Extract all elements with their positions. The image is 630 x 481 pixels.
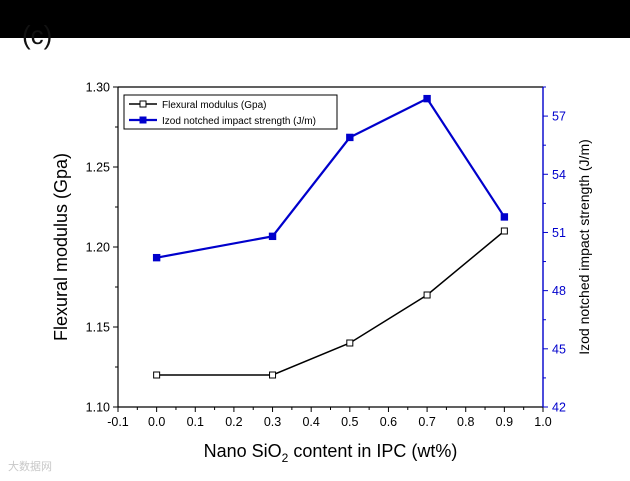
legend-marker-impact-strength — [139, 116, 147, 124]
y-right-tick-label: 48 — [552, 284, 566, 298]
x-tick-label: 0.2 — [225, 415, 242, 429]
data-point-flexural-modulus — [269, 371, 277, 379]
data-point-flexural-modulus — [423, 291, 431, 299]
data-point-flexural-modulus — [153, 371, 161, 379]
x-axis-title: Nano SiO2 content in IPC (wt%) — [204, 441, 458, 465]
data-point-impact-strength — [152, 253, 161, 262]
y-left-tick-label: 1.15 — [86, 321, 110, 335]
data-point-impact-strength — [268, 232, 277, 241]
data-point-flexural-modulus — [500, 227, 508, 235]
legend-label: Izod notched impact strength (J/m) — [162, 116, 316, 127]
series-line-flexural-modulus — [156, 230, 505, 376]
x-tick-label: 0.8 — [457, 415, 474, 429]
y-right-tick-label: 54 — [552, 168, 566, 182]
panel-label: (c) — [22, 20, 53, 50]
y-right-tick-label: 57 — [552, 110, 566, 124]
x-tick-label: 1.0 — [534, 415, 551, 429]
data-point-impact-strength — [423, 94, 431, 103]
legend-marker-flexural-modulus — [139, 100, 147, 108]
x-tick-label: 0.6 — [380, 415, 397, 429]
y-left-axis-title: Flexural modulus (Gpa) — [51, 153, 71, 341]
y-left-tick-label: 1.30 — [86, 81, 110, 95]
legend-box — [123, 94, 338, 130]
x-tick-label: 0.7 — [418, 415, 435, 429]
y-right-tick-label: 45 — [552, 342, 566, 356]
legend-label: Flexural modulus (Gpa) — [162, 100, 266, 111]
y-right-tick-label: 51 — [552, 226, 566, 240]
top-black-band — [0, 0, 630, 38]
watermark: 大数据网 — [8, 460, 52, 473]
y-right-axis-title: Izod notched impact strength (J/m) — [576, 139, 592, 355]
data-point-flexural-modulus — [346, 339, 354, 347]
y-left-tick-label: 1.10 — [86, 401, 110, 415]
x-tick-label: 0.9 — [496, 415, 513, 429]
x-tick-label: 0.3 — [264, 415, 281, 429]
data-point-impact-strength — [346, 133, 354, 142]
data-point-impact-strength — [500, 213, 509, 221]
x-tick-label: -0.1 — [107, 415, 129, 429]
y-left-tick-label: 1.25 — [86, 161, 110, 175]
y-right-tick-label: 42 — [552, 401, 566, 415]
x-tick-label: 0.0 — [148, 415, 165, 429]
x-tick-label: 0.5 — [341, 415, 358, 429]
y-left-tick-label: 1.20 — [86, 241, 110, 255]
x-tick-label: 0.1 — [187, 415, 204, 429]
x-tick-label: 0.4 — [302, 415, 319, 429]
